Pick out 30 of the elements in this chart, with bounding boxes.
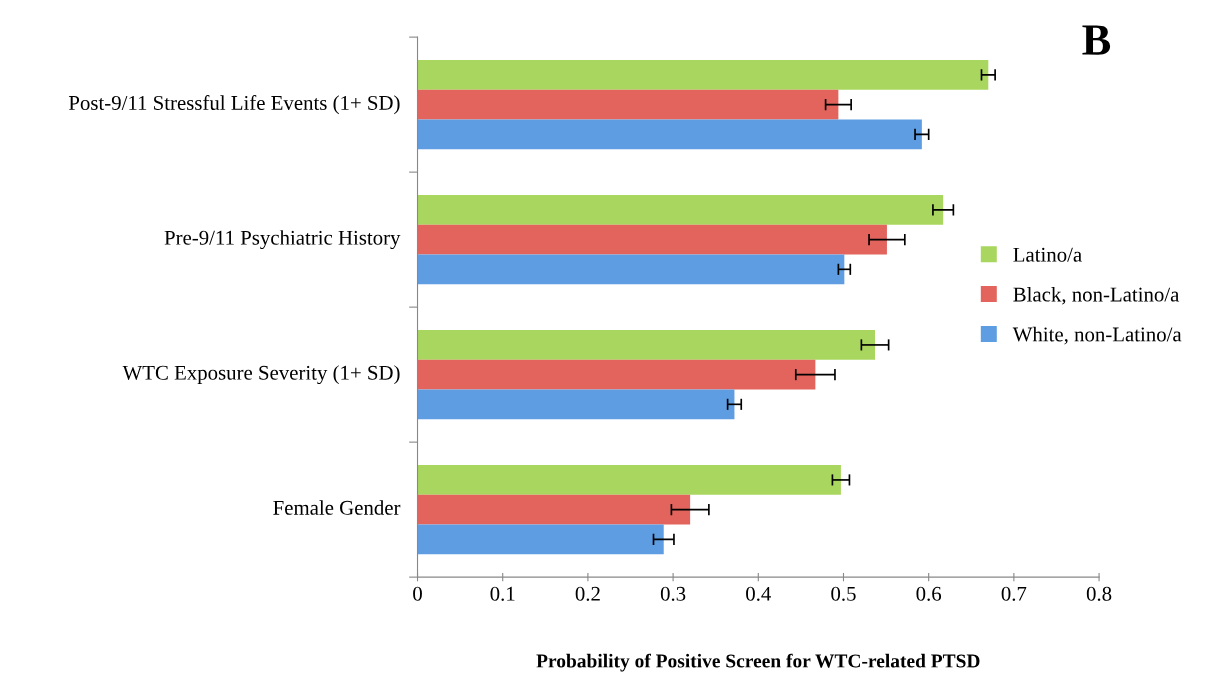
bar bbox=[417, 60, 989, 90]
legend-label: Black, non-Latino/a bbox=[1013, 286, 1180, 305]
bar bbox=[417, 494, 691, 525]
bar bbox=[417, 224, 887, 255]
x-axis-title: Probability of Positive Screen for WTC-related PTSD bbox=[536, 653, 980, 672]
x-tick-label: 0.4 bbox=[746, 586, 771, 601]
x-tick-label: 0.2 bbox=[575, 586, 600, 601]
bar bbox=[417, 195, 944, 225]
bar bbox=[417, 359, 816, 390]
bar bbox=[417, 465, 841, 495]
y-tick-label: Female Gender bbox=[273, 500, 401, 515]
y-tick-label: Post-9/11 Stressful Life Events (1+ SD) bbox=[68, 95, 400, 115]
legend-label: White, non-Latino/a bbox=[1012, 326, 1182, 345]
x-tick-label: 0.5 bbox=[831, 586, 856, 601]
y-tick-label: WTC Exposure Severity (1+ SD) bbox=[122, 365, 400, 385]
x-tick-label: 0.8 bbox=[1086, 586, 1112, 601]
x-tick-label: 0.1 bbox=[490, 586, 515, 601]
bar bbox=[417, 254, 845, 285]
y-tick-label: Pre-9/11 Psychiatric History bbox=[164, 230, 401, 250]
annotation: B bbox=[1082, 25, 1111, 55]
bar bbox=[417, 119, 922, 150]
bar bbox=[417, 389, 735, 420]
legend-label: Latino/a bbox=[1013, 247, 1082, 262]
bar bbox=[417, 89, 839, 120]
x-tick-label: 0 bbox=[413, 586, 422, 601]
bar bbox=[417, 330, 875, 360]
bar bbox=[417, 524, 664, 555]
x-tick-label: 0.7 bbox=[1001, 586, 1027, 601]
x-tick-label: 0.6 bbox=[916, 586, 942, 601]
x-tick-label: 0.3 bbox=[660, 586, 686, 601]
